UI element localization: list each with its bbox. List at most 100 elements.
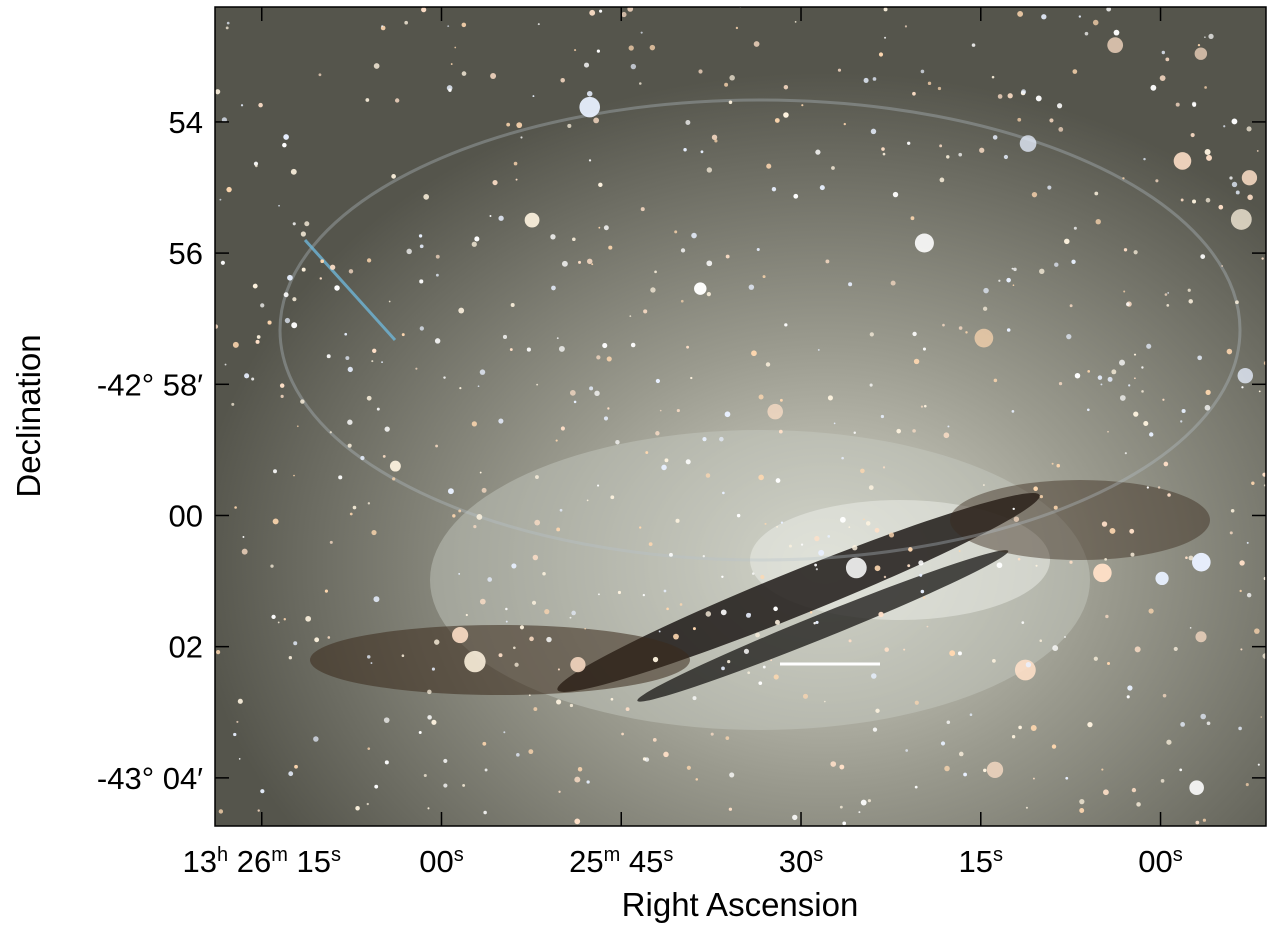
star: [571, 611, 576, 616]
star: [774, 674, 779, 679]
star: [584, 628, 586, 630]
star: [721, 576, 723, 578]
star: [1124, 248, 1127, 251]
star: [372, 349, 376, 353]
star: [1013, 284, 1015, 286]
star: [1195, 631, 1206, 642]
star: [947, 721, 951, 725]
star: [987, 762, 1003, 778]
star: [436, 274, 439, 277]
star: [270, 565, 273, 568]
star: [528, 749, 533, 754]
star: [284, 292, 289, 297]
star: [915, 701, 919, 705]
star: [443, 376, 445, 378]
star: [598, 593, 600, 595]
star: [427, 715, 432, 720]
star: [589, 10, 595, 16]
star: [776, 526, 778, 528]
star: [686, 459, 691, 464]
star: [1200, 714, 1206, 720]
star: [873, 728, 877, 732]
star: [1236, 190, 1240, 194]
star: [1190, 627, 1192, 629]
star: [1181, 199, 1184, 202]
star: [1197, 355, 1202, 360]
star: [645, 757, 649, 761]
star: [818, 550, 824, 556]
star: [1136, 802, 1141, 807]
star: [574, 818, 580, 824]
star: [998, 280, 1000, 282]
star: [1239, 560, 1244, 565]
star: [1192, 553, 1211, 572]
star: [593, 118, 599, 124]
star: [891, 281, 896, 286]
star: [793, 194, 798, 199]
star: [452, 514, 455, 517]
star: [1206, 198, 1211, 203]
star: [367, 655, 370, 658]
star: [631, 64, 636, 69]
star: [562, 261, 568, 267]
star: [1231, 509, 1235, 513]
star: [506, 621, 508, 623]
star: [854, 431, 856, 433]
y-tick-label: 02: [169, 630, 203, 665]
star: [881, 147, 885, 151]
star: [1240, 648, 1242, 650]
star: [721, 667, 725, 671]
star: [520, 625, 524, 629]
star: [282, 143, 287, 148]
star: [533, 555, 538, 560]
star: [1008, 93, 1013, 98]
star: [1026, 662, 1031, 667]
star: [905, 25, 907, 27]
star: [1074, 227, 1077, 230]
y-tick-label: 56: [169, 236, 203, 271]
star: [1150, 85, 1156, 91]
star: [875, 565, 881, 571]
star: [924, 405, 927, 408]
star: [278, 205, 280, 207]
star: [373, 596, 379, 602]
star: [587, 259, 592, 264]
star: [653, 738, 657, 742]
star: [542, 572, 546, 576]
star: [570, 704, 573, 707]
star: [1254, 628, 1260, 634]
star: [1108, 377, 1113, 382]
star: [602, 343, 607, 348]
star: [1146, 344, 1151, 349]
star: [226, 187, 231, 192]
star: [656, 379, 660, 383]
star: [529, 694, 531, 696]
star: [789, 545, 792, 548]
star: [1130, 553, 1134, 557]
star: [1176, 103, 1180, 107]
star: [1079, 799, 1084, 804]
star: [443, 783, 447, 787]
star: [1123, 290, 1125, 292]
star: [749, 613, 751, 615]
star: [758, 475, 764, 481]
star: [784, 323, 787, 326]
star: [1198, 44, 1200, 46]
star: [1021, 89, 1026, 94]
x-tick-label: 25m 45s: [569, 844, 673, 879]
star: [860, 469, 865, 474]
star: [225, 364, 227, 366]
star: [970, 713, 973, 716]
star: [972, 43, 976, 47]
star: [431, 720, 436, 725]
star: [650, 287, 655, 292]
star: [1071, 260, 1075, 264]
star: [381, 25, 383, 27]
x-tick-label: 13h 26m 15s: [182, 844, 341, 879]
star: [334, 285, 339, 290]
star: [301, 231, 306, 236]
star: [866, 521, 871, 526]
star: [284, 618, 286, 620]
star: [1006, 278, 1011, 283]
star: [1033, 486, 1038, 491]
